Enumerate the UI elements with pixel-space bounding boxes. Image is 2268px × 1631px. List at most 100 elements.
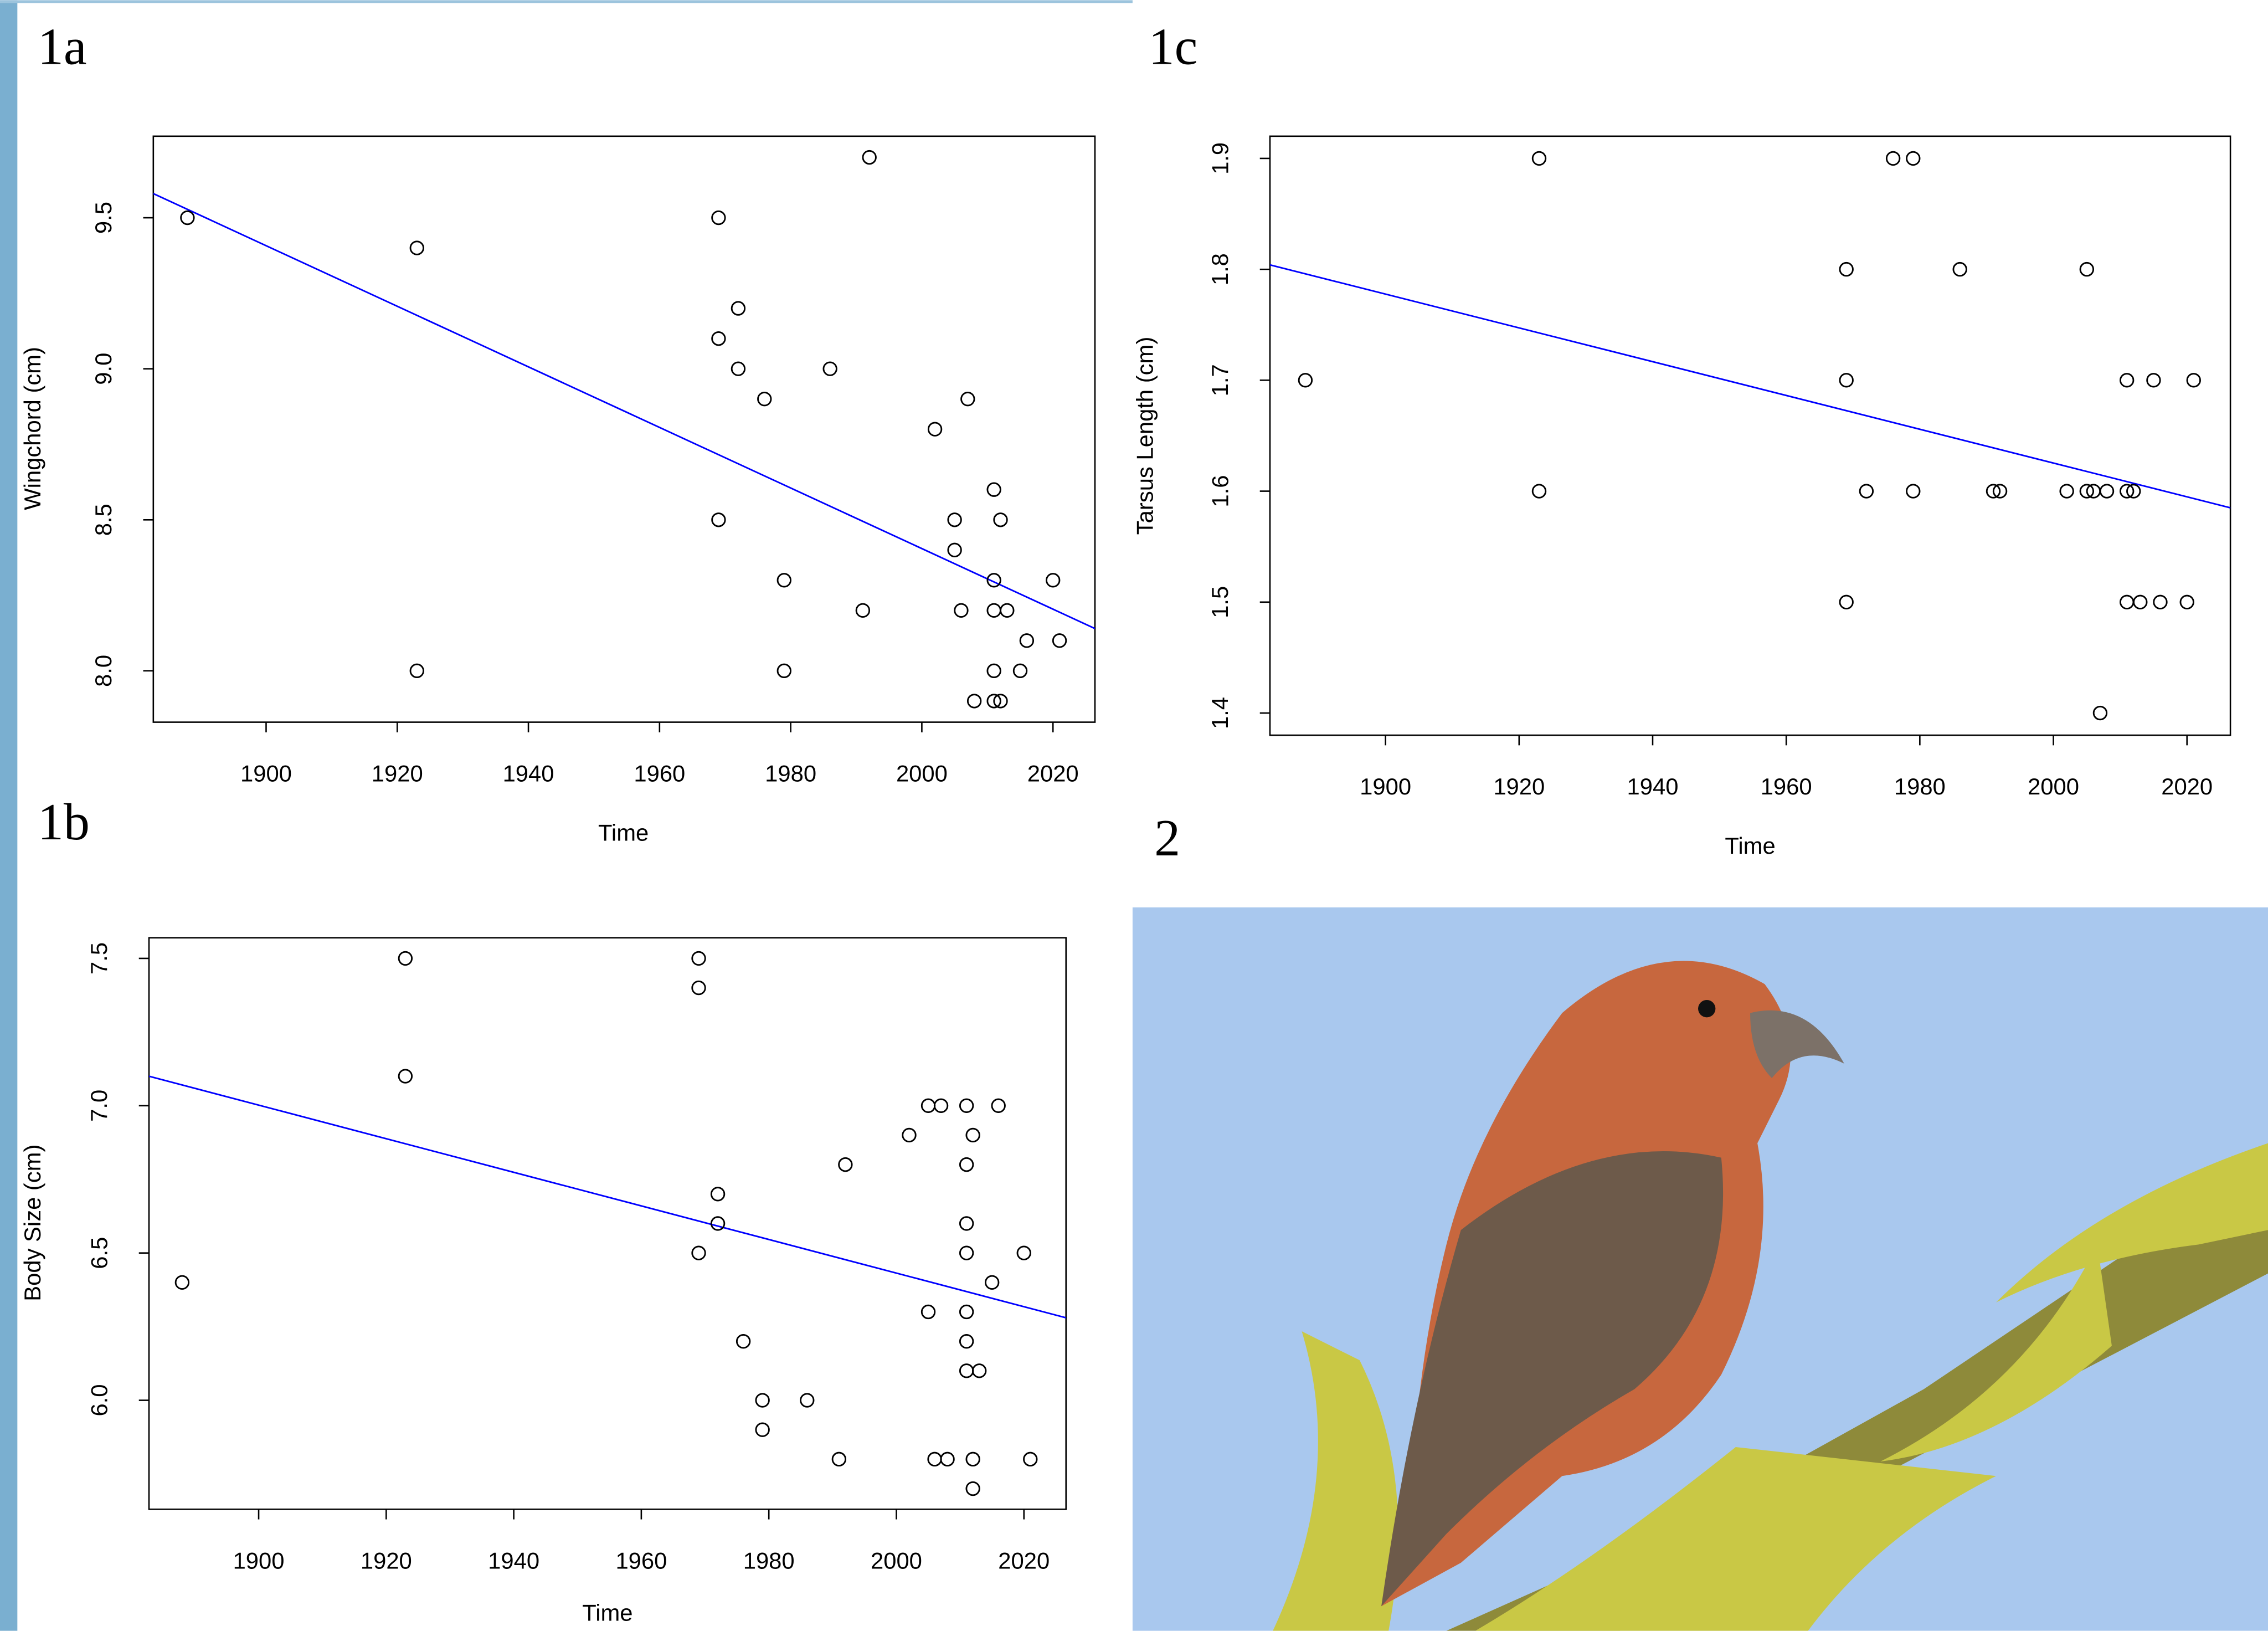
x-axis-label: Time [598,820,649,846]
point [1860,485,1873,498]
point [941,1453,954,1466]
point [1014,664,1027,678]
point [801,1394,814,1407]
point [399,1070,412,1083]
y-tick-label: 1.8 [1207,253,1233,285]
point [399,952,412,965]
point [2060,485,2074,498]
point [839,1158,852,1171]
plot-box [1270,136,2230,735]
point [758,392,772,406]
point [181,211,194,224]
point [960,1217,973,1230]
point [992,1099,1005,1112]
page: {"photo_label": "2", "chart_data": [ {"t… [0,0,2268,1631]
point [2147,374,2161,387]
photo-label: 2 [1154,809,1180,867]
y-tick-label: 7.5 [86,942,112,975]
point [960,1305,973,1319]
point [692,1247,706,1260]
figure: 2 1a19001920194019601980200020208.08.59.… [0,0,2268,1631]
point [410,664,424,678]
y-tick-label: 8.0 [90,655,116,687]
x-axis-label: Time [1725,833,1775,859]
y-axis-label: Tarsus Length (cm) [1132,337,1158,535]
point [2100,485,2113,498]
point [2134,596,2147,609]
point [1907,152,1920,165]
panel-label: 1b [38,793,90,851]
point [960,1099,973,1112]
point [410,242,424,255]
point [1953,263,1967,276]
x-tick-label: 2000 [896,761,948,787]
point [824,362,837,376]
y-axis-label: Wingchord (cm) [19,347,45,510]
point [2180,596,2194,609]
y-tick-label: 8.5 [90,504,116,536]
point [934,1099,948,1112]
point [732,302,745,315]
point [2080,263,2094,276]
point [928,423,942,436]
y-axis-label: Body Size (cm) [19,1145,45,1301]
point [832,1453,846,1466]
point [1840,263,1853,276]
fit-line [1270,265,2230,507]
point [856,604,870,617]
y-tick-label: 7.0 [86,1090,112,1122]
point [1840,596,1853,609]
x-tick-label: 1960 [615,1547,667,1573]
point [903,1129,916,1142]
point [961,392,975,406]
point [966,1482,980,1495]
plot-box [153,136,1095,722]
point [966,1129,980,1142]
y-tick-label: 1.4 [1207,697,1233,729]
x-tick-label: 1900 [1360,773,1411,799]
x-tick-label: 2000 [2028,773,2079,799]
chart: 1b19001920194019601980200020206.06.57.07… [19,793,1066,1625]
point [985,1276,999,1289]
point [960,1247,973,1260]
point [928,1453,942,1466]
point [778,574,791,587]
point [948,514,961,527]
plot-box [149,938,1066,1510]
point [2154,596,2167,609]
point [711,1188,724,1201]
point [1046,574,1060,587]
point [988,604,1001,617]
x-tick-label: 1920 [361,1547,412,1573]
x-tick-label: 1940 [1627,773,1679,799]
point [1001,604,1014,617]
point [1299,374,1312,387]
y-tick-label: 9.0 [90,353,116,385]
point [973,1365,986,1378]
x-tick-label: 1960 [634,761,685,787]
y-tick-label: 1.5 [1207,586,1233,618]
x-tick-label: 1960 [1761,773,1812,799]
point [955,604,968,617]
x-tick-label: 2020 [1027,761,1079,787]
point [176,1276,189,1289]
point [968,695,981,708]
x-axis-label: Time [582,1599,632,1625]
photo [1133,907,2268,1631]
point [1017,1247,1031,1260]
point [2187,374,2200,387]
panel-label: 1a [38,18,87,75]
point [1024,1453,1037,1466]
point [711,1217,724,1230]
y-tick-label: 9.5 [90,202,116,234]
point [988,664,1001,678]
point [988,483,1001,496]
point [966,1453,980,1466]
point [922,1099,935,1112]
point [960,1335,973,1348]
point [732,362,745,376]
point [1020,634,1033,648]
point [712,514,726,527]
point [1532,152,1546,165]
